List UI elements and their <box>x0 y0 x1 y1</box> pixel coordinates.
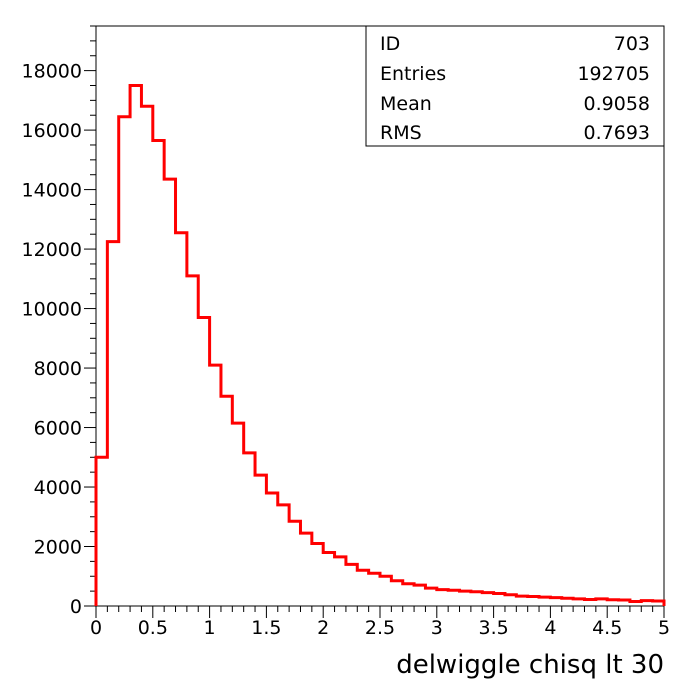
x-tick-label: 3.5 <box>478 617 508 639</box>
stats-rms-label: RMS <box>380 122 422 144</box>
x-tick-label: 2 <box>317 617 329 639</box>
y-tick-label: 4000 <box>34 477 82 499</box>
x-tick-label: 0 <box>90 617 102 639</box>
y-tick-label: 8000 <box>34 358 82 380</box>
stats-id-label: ID <box>380 33 400 55</box>
y-tick-label: 16000 <box>22 120 82 142</box>
y-tick-label: 6000 <box>34 418 82 440</box>
y-tick-label: 18000 <box>22 61 82 83</box>
y-tick-label: 0 <box>70 596 82 618</box>
x-tick-label: 3 <box>431 617 443 639</box>
y-tick-label: 10000 <box>22 299 82 321</box>
x-tick-label: 4.5 <box>592 617 622 639</box>
y-tick-label: 12000 <box>22 239 82 261</box>
x-axis-label: delwiggle chisq lt 30 <box>396 650 664 680</box>
stats-box: ID 703 Entries 192705 Mean 0.9058 RMS 0.… <box>365 25 665 147</box>
stats-entries-value: 192705 <box>577 63 650 85</box>
x-tick-label: 2.5 <box>365 617 395 639</box>
y-tick-label: 2000 <box>34 537 82 559</box>
x-axis: 0 0.5 1 1.5 2 2.5 3 3.5 4 4.5 5 <box>90 606 670 639</box>
histogram-line <box>94 83 666 606</box>
stats-id-value: 703 <box>614 33 650 55</box>
stats-mean-label: Mean <box>380 93 432 115</box>
x-tick-label: 1.5 <box>251 617 281 639</box>
y-axis: 0 2000 4000 6000 8000 10000 12000 14000 16000 180… <box>22 25 96 618</box>
x-tick-label: 0.5 <box>138 617 168 639</box>
x-tick-label: 5 <box>658 617 670 639</box>
y-tick-label: 14000 <box>22 180 82 202</box>
x-tick-label: 4 <box>544 617 556 639</box>
x-tick-label: 1 <box>204 617 216 639</box>
stats-entries-label: Entries <box>380 63 446 85</box>
stats-rms-value: 0.7693 <box>584 122 650 144</box>
stats-mean-value: 0.9058 <box>584 93 650 115</box>
